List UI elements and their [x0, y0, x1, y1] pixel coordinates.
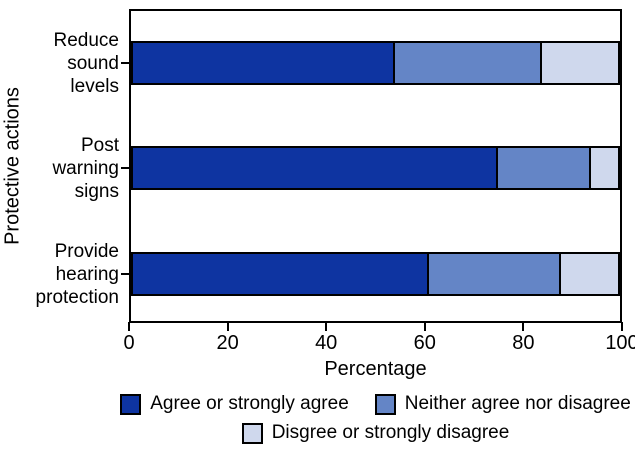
- x-axis-tick-label: 60: [413, 332, 436, 354]
- x-axis-tick: [128, 322, 130, 331]
- legend-label: Disgree or strongly disagree: [271, 422, 510, 443]
- legend-row: Agree or strongly agree Neither agree nor…: [120, 393, 631, 415]
- category-label-line: sound: [67, 52, 119, 74]
- x-axis-tick: [522, 322, 525, 331]
- segment-reduce-sound-levels-agree-or-strongly-agree: [131, 41, 396, 85]
- y-axis-tick: [121, 273, 129, 275]
- category-label-line: Reduce: [53, 29, 120, 51]
- category-label-line: Provide: [54, 240, 119, 262]
- legend-item-neither-agree-nor-disagree: Neither agree nor disagree: [374, 393, 631, 415]
- y-axis-tick: [121, 62, 129, 64]
- segment-post-warning-signs-agree-or-strongly-agree: [131, 146, 498, 190]
- bar-reduce-sound-levels: [131, 41, 620, 85]
- segment-provide-hearing-protection-agree-or-strongly-agree: [131, 252, 430, 296]
- segment-provide-hearing-protection-neither-agree-nor-disagree: [429, 252, 562, 296]
- x-axis-tick-label: 0: [123, 332, 135, 354]
- legend-label: Agree or strongly agree: [150, 393, 349, 414]
- x-axis-tick-label: 80: [512, 332, 535, 354]
- legend-item-disgree-or-strongly-disagree: Disgree or strongly disagree: [241, 422, 510, 444]
- legend-item-agree-or-strongly-agree: Agree or strongly agree: [120, 393, 349, 415]
- category-label-post-warning-signs: Post warning signs: [0, 134, 119, 203]
- x-axis-tick: [423, 322, 426, 331]
- x-axis-tick: [226, 322, 229, 331]
- category-label-line: levels: [70, 75, 119, 97]
- legend: Agree or strongly agree Neither agree nor…: [120, 393, 631, 444]
- x-axis-tick: [621, 322, 623, 331]
- bar-provide-hearing-protection: [131, 252, 620, 296]
- bar-post-warning-signs: [131, 146, 620, 190]
- category-label-line: hearing: [55, 263, 119, 285]
- category-label-line: protection: [35, 286, 119, 308]
- plot-area: [129, 9, 622, 323]
- segment-reduce-sound-levels-disgree-or-strongly-disagree: [541, 41, 620, 85]
- x-axis-tick-label: 40: [315, 332, 338, 354]
- category-label-line: signs: [74, 180, 119, 202]
- legend-swatch-icon: [374, 393, 396, 415]
- category-label-line: warning: [52, 157, 119, 179]
- x-axis-tick-label: 20: [216, 332, 239, 354]
- x-axis-title: Percentage: [324, 358, 427, 380]
- category-label-reduce-sound-levels: Reduce sound levels: [0, 29, 120, 98]
- segment-post-warning-signs-disgree-or-strongly-disagree: [590, 146, 620, 190]
- legend-label: Neither agree nor disagree: [404, 393, 631, 414]
- x-axis-tick-label: 100: [605, 332, 635, 354]
- y-axis-tick: [121, 167, 129, 169]
- category-label-line: Post: [80, 134, 119, 156]
- x-axis-tick: [325, 322, 328, 331]
- legend-swatch-icon: [120, 393, 142, 415]
- legend-swatch-icon: [241, 422, 263, 444]
- segment-reduce-sound-levels-neither-agree-nor-disagree: [395, 41, 542, 85]
- category-label-provide-hearing-protection: Provide hearing protection: [0, 240, 119, 309]
- legend-row: Disgree or strongly disagree: [241, 422, 510, 444]
- segment-provide-hearing-protection-disgree-or-strongly-disagree: [561, 252, 620, 296]
- segment-post-warning-signs-neither-agree-nor-disagree: [497, 146, 591, 190]
